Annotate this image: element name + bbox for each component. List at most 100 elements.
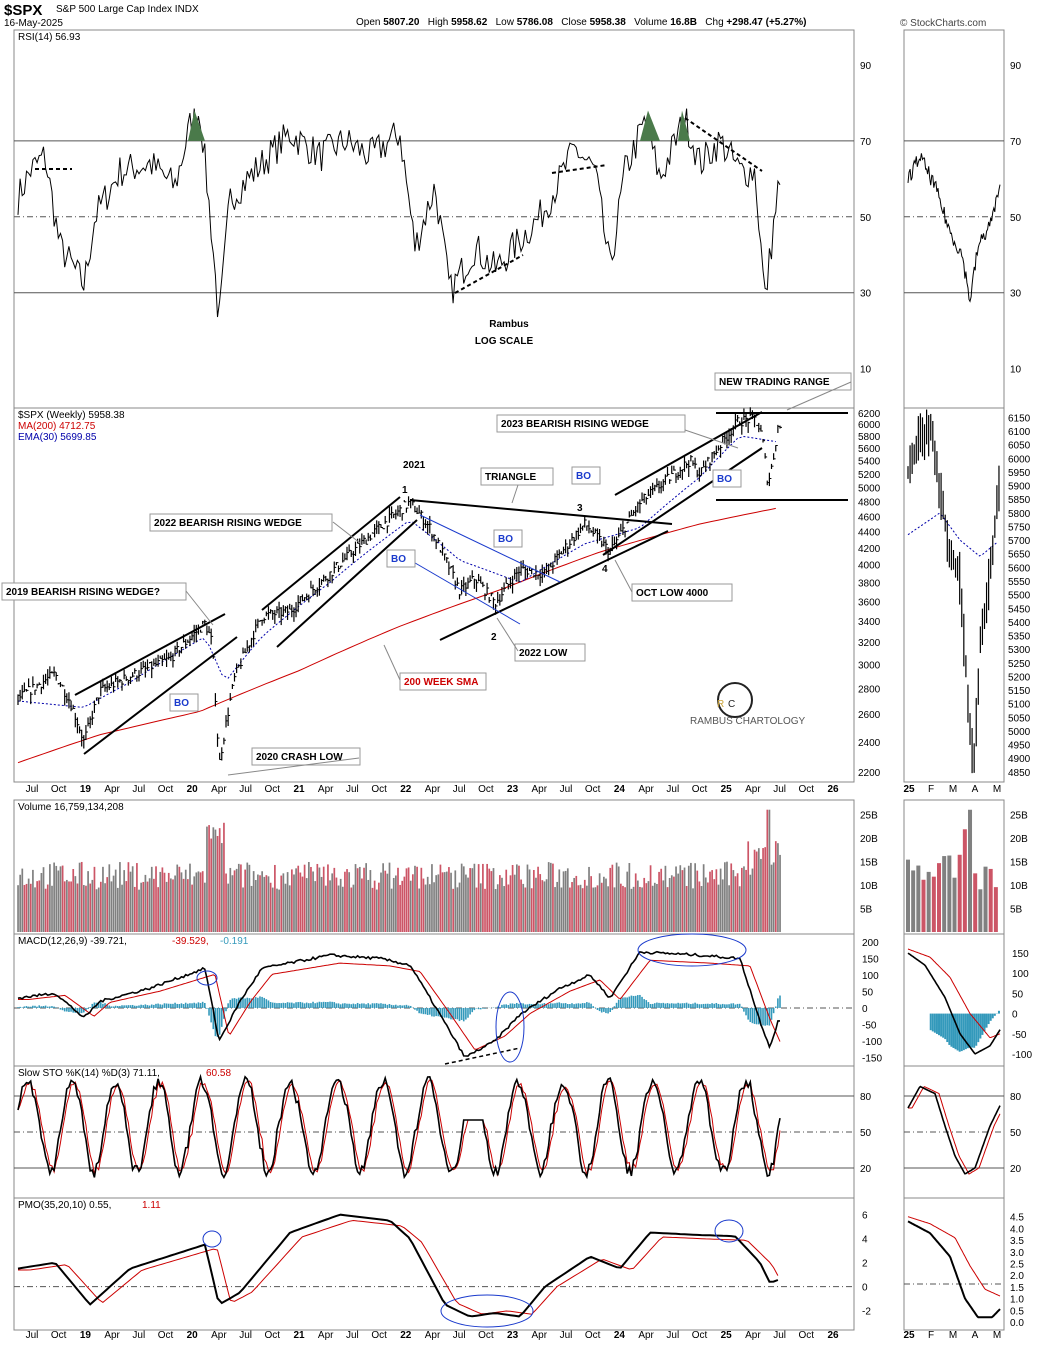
macd-hist-bar	[295, 1002, 297, 1008]
macd-hist-bar	[153, 1004, 155, 1008]
macd-hist-bar	[131, 1004, 134, 1008]
macd-hist-bar	[698, 1004, 701, 1008]
volume-bar	[649, 865, 652, 932]
trendline	[261, 496, 401, 611]
macd-hist-bar	[409, 1005, 412, 1008]
volume-bar	[19, 874, 22, 932]
side-sto-tick: 50	[1010, 1128, 1022, 1139]
annotation-bo-box	[169, 693, 199, 712]
macd-hist-bar	[443, 1007, 446, 1018]
volume-bar	[352, 884, 355, 932]
macd-hist-bar	[46, 1006, 49, 1008]
volume-bar	[284, 883, 287, 932]
macd-hist-bar	[622, 997, 624, 1008]
side-price-tick: 5250	[1008, 659, 1031, 670]
volume-bar	[426, 876, 429, 932]
volume-bar	[76, 883, 79, 932]
trendline	[602, 447, 763, 556]
volume-bar	[653, 882, 656, 932]
annotation-new-range-box	[714, 372, 852, 391]
price-tick: 2800	[858, 684, 881, 695]
volume-bar	[441, 872, 444, 932]
volume-bar	[774, 841, 777, 932]
macd-hist-bar	[395, 1004, 397, 1008]
macd-hist-bar	[562, 1003, 565, 1008]
macd-hist-bar	[23, 1006, 26, 1008]
volume-bar	[167, 872, 170, 932]
pmo-tick: -2	[862, 1307, 871, 1318]
x-tick-label: Oct	[585, 784, 601, 795]
x-tick-label: 23	[507, 1330, 519, 1341]
x-tick-label: 25	[721, 784, 733, 795]
volume-bar	[102, 866, 104, 932]
volume-bar	[549, 862, 552, 932]
side-macd-hist	[993, 1013, 996, 1016]
x-tick-label: Jul	[132, 784, 145, 795]
volume-bar	[749, 874, 752, 932]
x-tick-label: Jul	[773, 1330, 786, 1341]
x-tick-label: 25	[721, 1330, 733, 1341]
side-macd-hist	[987, 1013, 990, 1025]
macd-hist-bar	[747, 1007, 749, 1020]
side-macd-tick: -50	[1012, 1030, 1027, 1041]
x-tick-label: Oct	[585, 1330, 601, 1341]
volume-bar	[34, 887, 36, 932]
macd-hist-bar	[61, 1007, 64, 1011]
macd-hist-bar	[286, 1002, 289, 1008]
annotation-2021: 2021	[403, 460, 426, 471]
volume-bar	[384, 870, 387, 932]
macd-hist-bar	[634, 995, 637, 1008]
macd-hist-bar	[261, 996, 263, 1008]
volume-bar	[437, 874, 440, 932]
volume-bar	[764, 847, 767, 932]
macd-hist-bar	[244, 998, 246, 1008]
side-macd-hist	[938, 1013, 941, 1036]
price-tick: 5400	[858, 457, 881, 468]
annotation-bo: BO	[717, 474, 732, 485]
side-price-tick: 4950	[1008, 741, 1031, 752]
volume-bar	[777, 843, 779, 932]
volume-bar	[636, 880, 639, 932]
annotation-oct-low-box	[631, 583, 733, 602]
macd-hist-bar	[34, 1005, 36, 1008]
volume-bar	[371, 887, 374, 932]
macd-hist-bar	[575, 1003, 578, 1008]
volume-bar	[29, 883, 32, 932]
volume-bar	[518, 865, 520, 932]
volume-bar	[509, 875, 512, 932]
volume-bar	[736, 873, 739, 932]
side-price-tick: 5800	[1008, 509, 1031, 520]
volume-bar	[435, 875, 438, 932]
macd-hist-bar	[210, 1007, 212, 1023]
volume-bar	[176, 864, 179, 932]
macd-hist-bar	[624, 997, 626, 1008]
volume-bar	[492, 868, 495, 932]
volume-bar	[388, 862, 391, 932]
volume-bar	[397, 867, 399, 932]
macd-hist-bar	[182, 1004, 185, 1008]
price-tick: 4800	[858, 498, 881, 509]
macd-hist-bar	[579, 1003, 582, 1008]
macd-hist-bar	[378, 1003, 380, 1008]
volume-bar	[721, 879, 724, 932]
trendline	[614, 411, 763, 496]
macd-hist-bar	[732, 1003, 735, 1008]
side-pmo-signal	[907, 1216, 1001, 1297]
volume-bar	[55, 865, 58, 932]
x-tick-label: Oct	[478, 784, 494, 795]
macd-hist-bar	[407, 1005, 410, 1008]
macd-hist-bar	[316, 1002, 319, 1008]
x-tick-label: Jul	[560, 1330, 573, 1341]
macd-hist-bar	[284, 1003, 287, 1008]
volume-bar	[679, 865, 682, 932]
macd-hist-bar	[82, 1007, 85, 1013]
side-macd-hist	[977, 1013, 980, 1043]
volume-bar	[520, 879, 522, 932]
volume-bar	[40, 872, 43, 932]
volume-bar	[237, 863, 240, 932]
macd-hist-bar	[777, 998, 779, 1008]
volume-bar	[112, 875, 115, 932]
macd-hist-bar	[431, 1007, 433, 1017]
volume-bar	[89, 883, 92, 932]
